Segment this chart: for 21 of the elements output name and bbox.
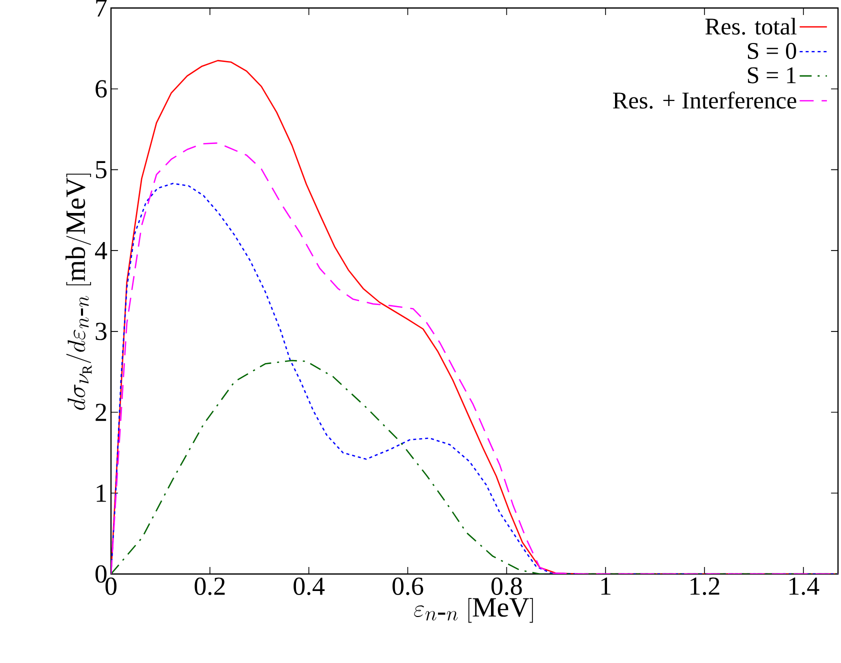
x-tick-label: 0.6 bbox=[392, 578, 424, 596]
x-tick-label: 1.2 bbox=[690, 578, 720, 596]
y-tick-label: 1 bbox=[96, 484, 106, 502]
x-tick-label: 0.4 bbox=[294, 578, 325, 596]
y-tick-label: 6 bbox=[96, 80, 107, 98]
x-tick-label: 1.4 bbox=[789, 578, 820, 595]
x-tick-label: 0.8 bbox=[491, 578, 522, 596]
y-tick-label: 0 bbox=[96, 565, 106, 583]
legend-label: S = 0 bbox=[748, 42, 796, 60]
x-tick-label: 0.2 bbox=[194, 578, 225, 596]
y-tick-label: 5 bbox=[96, 161, 106, 178]
legend-label: Res. + Interference bbox=[612, 92, 796, 109]
legend-label: Res. total bbox=[705, 18, 797, 35]
y-tick-label: 4 bbox=[95, 242, 108, 260]
y-axis-title: $d\sigma_{\nu_{\mathrm{R}}}/d\varepsilon_{n\mbox{-}n}\ [\mathrm{mb/MeV}]$ bbox=[65, 174, 92, 410]
x-axis-title: $\varepsilon_{n\mbox{-}n}\ [\mathrm{MeV}]$ bbox=[414, 598, 533, 623]
y-tick-label: 3 bbox=[96, 322, 106, 340]
y-tick-label: 7 bbox=[96, 0, 107, 16]
legend-label: S = 1 bbox=[748, 67, 796, 84]
y-tick-label: 2 bbox=[96, 404, 106, 421]
x-tick-label: 1 bbox=[601, 578, 610, 595]
